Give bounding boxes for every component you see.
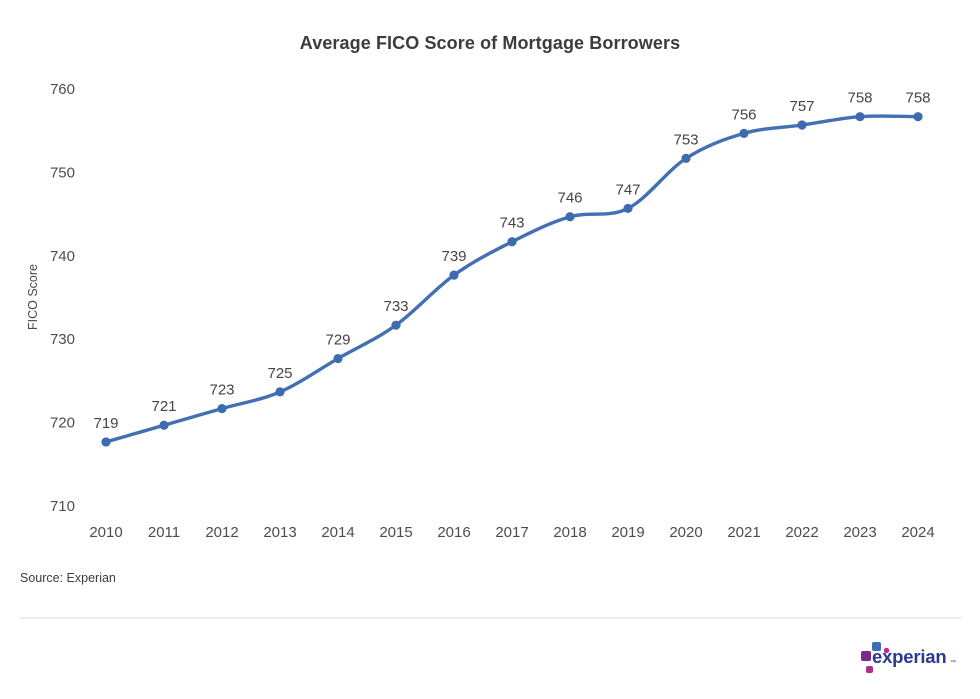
data-point-label: 729 bbox=[325, 332, 350, 349]
x-axis-tick-label: 2014 bbox=[321, 524, 354, 541]
data-point-label: 746 bbox=[557, 190, 582, 207]
data-point bbox=[855, 112, 865, 122]
y-axis-tick-label: 710 bbox=[50, 498, 75, 515]
data-point bbox=[449, 270, 459, 280]
data-point-label: 725 bbox=[267, 365, 292, 382]
x-axis-tick-label: 2021 bbox=[727, 524, 760, 541]
y-axis-tick-label: 720 bbox=[50, 415, 75, 432]
x-axis-tick-label: 2024 bbox=[901, 524, 934, 541]
data-point bbox=[391, 320, 401, 330]
logo-square-magenta-icon bbox=[884, 648, 889, 653]
data-point-label: 733 bbox=[383, 298, 408, 315]
data-point-label: 757 bbox=[789, 98, 814, 115]
x-axis-tick-label: 2023 bbox=[843, 524, 876, 541]
data-point bbox=[507, 237, 517, 247]
x-axis-tick-label: 2019 bbox=[611, 524, 644, 541]
data-point bbox=[797, 120, 807, 130]
data-point bbox=[565, 212, 575, 222]
experian-logo-text: experian bbox=[872, 646, 947, 667]
source-note: Source: Experian bbox=[20, 571, 116, 585]
y-axis-tick-label: 730 bbox=[50, 331, 75, 348]
experian-logo: experian ™ bbox=[856, 636, 966, 682]
x-axis-tick-label: 2015 bbox=[379, 524, 412, 541]
x-axis-tick-label: 2017 bbox=[495, 524, 528, 541]
logo-square-pink-icon bbox=[866, 666, 873, 673]
logo-square-purple-icon bbox=[861, 651, 871, 661]
data-point bbox=[217, 403, 227, 414]
y-axis-tick-label: 740 bbox=[50, 248, 75, 265]
data-point-label: 721 bbox=[151, 398, 176, 415]
data-point bbox=[739, 128, 749, 138]
x-axis-tick-label: 2012 bbox=[205, 524, 238, 541]
data-point bbox=[159, 420, 169, 430]
data-point-label: 723 bbox=[209, 382, 234, 399]
data-point bbox=[681, 153, 691, 163]
data-point bbox=[333, 353, 343, 364]
data-point-label: 719 bbox=[93, 415, 118, 432]
data-point bbox=[913, 112, 923, 122]
data-point bbox=[275, 387, 285, 397]
data-point-label: 758 bbox=[905, 90, 930, 107]
data-point bbox=[623, 203, 633, 214]
logo-square-blue-icon bbox=[872, 642, 881, 651]
chart-title: Average FICO Score of Mortgage Borrowers bbox=[299, 33, 681, 53]
data-point-label: 753 bbox=[673, 131, 698, 148]
y-axis-tick-label: 760 bbox=[50, 81, 75, 98]
x-axis-tick-label: 2016 bbox=[437, 524, 470, 541]
x-axis-tick-label: 2018 bbox=[553, 524, 586, 541]
data-point bbox=[101, 437, 111, 447]
x-axis-tick-label: 2011 bbox=[148, 524, 180, 541]
x-axis-tick-label: 2010 bbox=[89, 524, 122, 541]
y-axis-tick-label: 750 bbox=[50, 164, 75, 181]
data-point-label: 756 bbox=[731, 106, 756, 123]
data-point-label: 747 bbox=[615, 181, 640, 198]
x-axis-tick-label: 2022 bbox=[785, 524, 818, 541]
data-point-label: 739 bbox=[441, 248, 466, 265]
data-point-label: 758 bbox=[847, 90, 872, 107]
footer-divider bbox=[20, 617, 962, 619]
x-axis-tick-label: 2013 bbox=[263, 524, 296, 541]
trademark-symbol: ™ bbox=[950, 660, 956, 666]
x-axis-tick-label: 2020 bbox=[669, 524, 702, 541]
data-point-label: 743 bbox=[499, 215, 524, 232]
